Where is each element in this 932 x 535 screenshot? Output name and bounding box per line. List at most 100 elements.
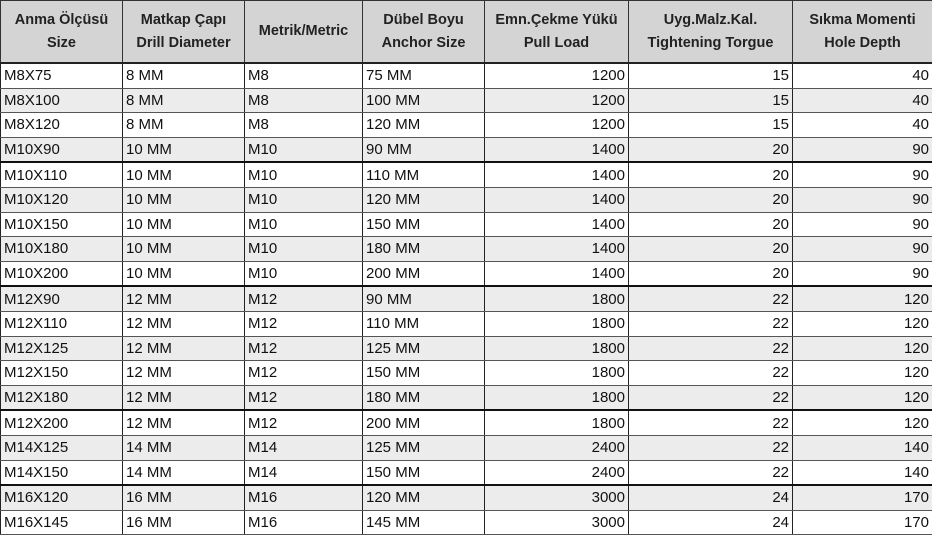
table-cell: 125 MM bbox=[363, 336, 485, 361]
table-cell: 1200 bbox=[485, 113, 629, 138]
table-cell: 110 MM bbox=[363, 162, 485, 187]
table-cell: 1200 bbox=[485, 63, 629, 88]
table-cell: 1800 bbox=[485, 336, 629, 361]
table-cell: M12 bbox=[245, 336, 363, 361]
table-cell: 3000 bbox=[485, 485, 629, 510]
column-header-line2: Hole Depth bbox=[795, 32, 930, 55]
table-cell: 90 bbox=[793, 187, 932, 212]
table-cell: 140 bbox=[793, 460, 932, 485]
table-cell: M12 bbox=[245, 311, 363, 336]
table-cell: 20 bbox=[629, 261, 793, 286]
table-cell: 15 bbox=[629, 63, 793, 88]
table-cell: 1200 bbox=[485, 88, 629, 113]
table-cell: 12 MM bbox=[123, 361, 245, 386]
table-cell: 90 bbox=[793, 162, 932, 187]
table-cell: 200 MM bbox=[363, 410, 485, 435]
table-cell: 150 MM bbox=[363, 460, 485, 485]
table-cell: M12X90 bbox=[1, 286, 123, 311]
column-header-line2: Drill Diameter bbox=[125, 32, 242, 55]
table-cell: M10 bbox=[245, 137, 363, 162]
table-cell: M14 bbox=[245, 460, 363, 485]
table-cell: 150 MM bbox=[363, 212, 485, 237]
table-cell: M10 bbox=[245, 162, 363, 187]
table-cell: M8 bbox=[245, 113, 363, 138]
column-header-line1: Metrik/Metric bbox=[247, 20, 360, 43]
table-cell: 90 bbox=[793, 137, 932, 162]
table-cell: 1800 bbox=[485, 311, 629, 336]
table-cell: 120 MM bbox=[363, 187, 485, 212]
table-cell: 12 MM bbox=[123, 410, 245, 435]
table-cell: M16X120 bbox=[1, 485, 123, 510]
table-cell: M14 bbox=[245, 435, 363, 460]
table-cell: 16 MM bbox=[123, 510, 245, 535]
table-cell: 120 MM bbox=[363, 113, 485, 138]
table-cell: 24 bbox=[629, 485, 793, 510]
table-cell: 90 bbox=[793, 237, 932, 262]
table-cell: 12 MM bbox=[123, 286, 245, 311]
table-cell: 12 MM bbox=[123, 385, 245, 410]
table-cell: 20 bbox=[629, 137, 793, 162]
table-cell: M10X90 bbox=[1, 137, 123, 162]
table-cell: M16 bbox=[245, 485, 363, 510]
table-cell: 75 MM bbox=[363, 63, 485, 88]
table-cell: M16 bbox=[245, 510, 363, 535]
table-cell: M12X150 bbox=[1, 361, 123, 386]
table-cell: 8 MM bbox=[123, 88, 245, 113]
table-cell: 22 bbox=[629, 336, 793, 361]
table-cell: 140 bbox=[793, 435, 932, 460]
table-cell: M10 bbox=[245, 212, 363, 237]
table-cell: M10X150 bbox=[1, 212, 123, 237]
table-cell: 90 bbox=[793, 261, 932, 286]
table-cell: 14 MM bbox=[123, 460, 245, 485]
table-cell: 1400 bbox=[485, 261, 629, 286]
table-cell: M8X75 bbox=[1, 63, 123, 88]
table-cell: 22 bbox=[629, 361, 793, 386]
column-header-line2: Tightening Torgue bbox=[631, 32, 790, 55]
table-cell: 10 MM bbox=[123, 237, 245, 262]
column-header-line1: Sıkma Momenti bbox=[795, 9, 930, 32]
table-cell: 145 MM bbox=[363, 510, 485, 535]
table-cell: 1800 bbox=[485, 385, 629, 410]
table-cell: M12X180 bbox=[1, 385, 123, 410]
table-cell: 170 bbox=[793, 510, 932, 535]
table-cell: M16X145 bbox=[1, 510, 123, 535]
column-header-line2: Pull Load bbox=[487, 32, 626, 55]
table-cell: 1400 bbox=[485, 137, 629, 162]
column-header-line2: Anchor Size bbox=[365, 32, 482, 55]
table-cell: 1400 bbox=[485, 237, 629, 262]
table-cell: 1400 bbox=[485, 162, 629, 187]
table-cell: M10X180 bbox=[1, 237, 123, 262]
table-cell: 1800 bbox=[485, 361, 629, 386]
table-cell: 15 bbox=[629, 88, 793, 113]
table-cell: 10 MM bbox=[123, 212, 245, 237]
table-cell: M12 bbox=[245, 385, 363, 410]
column-header-line1: Emn.Çekme Yükü bbox=[487, 9, 626, 32]
table-cell: 12 MM bbox=[123, 336, 245, 361]
table-cell: 180 MM bbox=[363, 385, 485, 410]
table-cell: 22 bbox=[629, 410, 793, 435]
table-cell: M8 bbox=[245, 63, 363, 88]
table-cell: 14 MM bbox=[123, 435, 245, 460]
table-cell: 22 bbox=[629, 286, 793, 311]
table-cell: 2400 bbox=[485, 460, 629, 485]
table-cell: 180 MM bbox=[363, 237, 485, 262]
table-cell: 15 bbox=[629, 113, 793, 138]
table-cell: 40 bbox=[793, 63, 932, 88]
table-cell: 10 MM bbox=[123, 261, 245, 286]
table-cell: 24 bbox=[629, 510, 793, 535]
table-cell: 90 MM bbox=[363, 137, 485, 162]
